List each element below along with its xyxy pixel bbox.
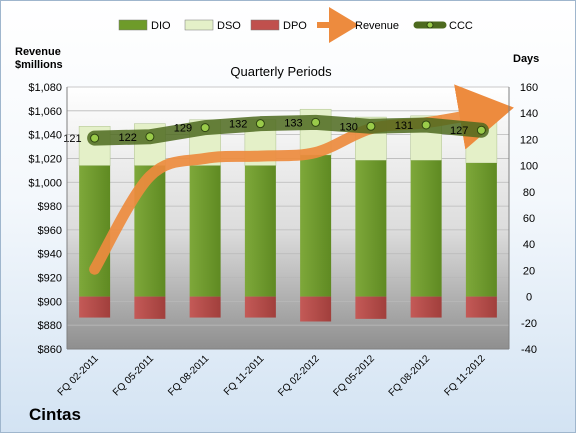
right-tick-label: 160 [520, 82, 538, 94]
left-tick-label: $980 [38, 201, 62, 213]
ccc-marker [200, 123, 210, 133]
ccc-data-label: 132 [229, 119, 247, 131]
category-label: FQ 02-2011 [56, 353, 101, 398]
left-tick-label: $1,040 [28, 130, 62, 142]
bar-dpo [134, 296, 166, 319]
bar-dio [410, 160, 442, 297]
ccc-marker [366, 121, 376, 131]
category-label: FQ 02-2012 [276, 353, 322, 399]
right-tick-label: 0 [526, 292, 532, 304]
ccc-marker [311, 117, 321, 127]
bar-dpo [300, 296, 332, 322]
bar-dio [244, 165, 276, 297]
bar-dio [189, 165, 221, 297]
ccc-data-label: 131 [395, 120, 413, 132]
legend-swatch-dso [184, 19, 214, 31]
category-label: FQ 11-2011 [222, 353, 267, 398]
ccc-data-label: 127 [450, 125, 468, 137]
bar-dpo [189, 296, 221, 318]
bar-dio [465, 162, 497, 297]
ccc-marker [90, 133, 100, 143]
right-tick-label: 80 [523, 187, 535, 199]
ccc-data-label: 121 [63, 133, 81, 145]
bar-dpo [355, 296, 387, 319]
legend: DIO DSO DPO Revenue CCC [118, 7, 473, 43]
right-tick-label: 120 [520, 134, 538, 146]
chart-title: Quarterly Periods [230, 64, 332, 79]
bar-dio [355, 160, 387, 297]
bar-dpo [465, 296, 497, 318]
right-tick-label: 100 [520, 161, 538, 173]
ccc-marker [476, 125, 486, 135]
bar-dpo [410, 296, 442, 318]
legend-label: DSO [217, 20, 241, 32]
right-tick-label: 20 [523, 265, 535, 277]
category-label: FQ 11-2012 [443, 353, 488, 398]
left-tick-label: $1,000 [28, 177, 62, 189]
left-tick-label: $880 [38, 320, 62, 332]
bar-series [78, 108, 498, 322]
bar-dio [300, 155, 332, 297]
legend-marker-ccc [426, 21, 434, 29]
category-label: FQ 05-2012 [331, 353, 377, 399]
legend-label: CCC [449, 20, 473, 32]
left-tick-label: $940 [38, 249, 62, 261]
line-series: 121 122 129 132 133 130 131 127 [63, 84, 514, 275]
category-label: FQ 08-2011 [166, 353, 211, 398]
ccc-data-label: 122 [119, 132, 137, 144]
ccc-data-label: 130 [340, 121, 358, 133]
legend-label: Revenue [355, 20, 399, 32]
ccc-line [87, 114, 489, 146]
right-axis-title: Days [513, 53, 540, 65]
left-tick-label: $1,060 [28, 106, 62, 118]
bar-dpo [244, 296, 276, 318]
ccc-marker [145, 132, 155, 142]
legend-swatch-dio [118, 19, 148, 31]
category-label: FQ 05-2011 [111, 353, 156, 398]
left-tick-label: $960 [38, 225, 62, 237]
bar-dpo [79, 296, 111, 318]
right-tick-label: -40 [521, 344, 537, 356]
company-name: Cintas [29, 405, 81, 424]
left-tick-label: $1,020 [28, 153, 62, 165]
category-label: FQ 08-2012 [387, 353, 433, 399]
left-tick-label: $860 [38, 344, 62, 356]
legend-swatch-dpo [250, 19, 280, 31]
ccc-data-label: 129 [174, 123, 192, 135]
left-tick-label: $900 [38, 296, 62, 308]
bar-dio [79, 165, 111, 297]
right-tick-label: 60 [523, 213, 535, 225]
right-tick-label: 140 [520, 108, 538, 120]
right-tick-label: 40 [523, 239, 535, 251]
ccc-data-label: 133 [284, 117, 302, 129]
legend-label: DIO [151, 20, 171, 32]
ccc-marker [421, 120, 431, 130]
legend-label: DPO [283, 20, 307, 32]
left-tick-label: $920 [38, 273, 62, 285]
ccc-marker [255, 119, 265, 129]
right-tick-label: -20 [521, 318, 537, 330]
left-tick-label: $1,080 [28, 82, 62, 94]
left-axis-title: Revenue $millions [15, 46, 63, 71]
